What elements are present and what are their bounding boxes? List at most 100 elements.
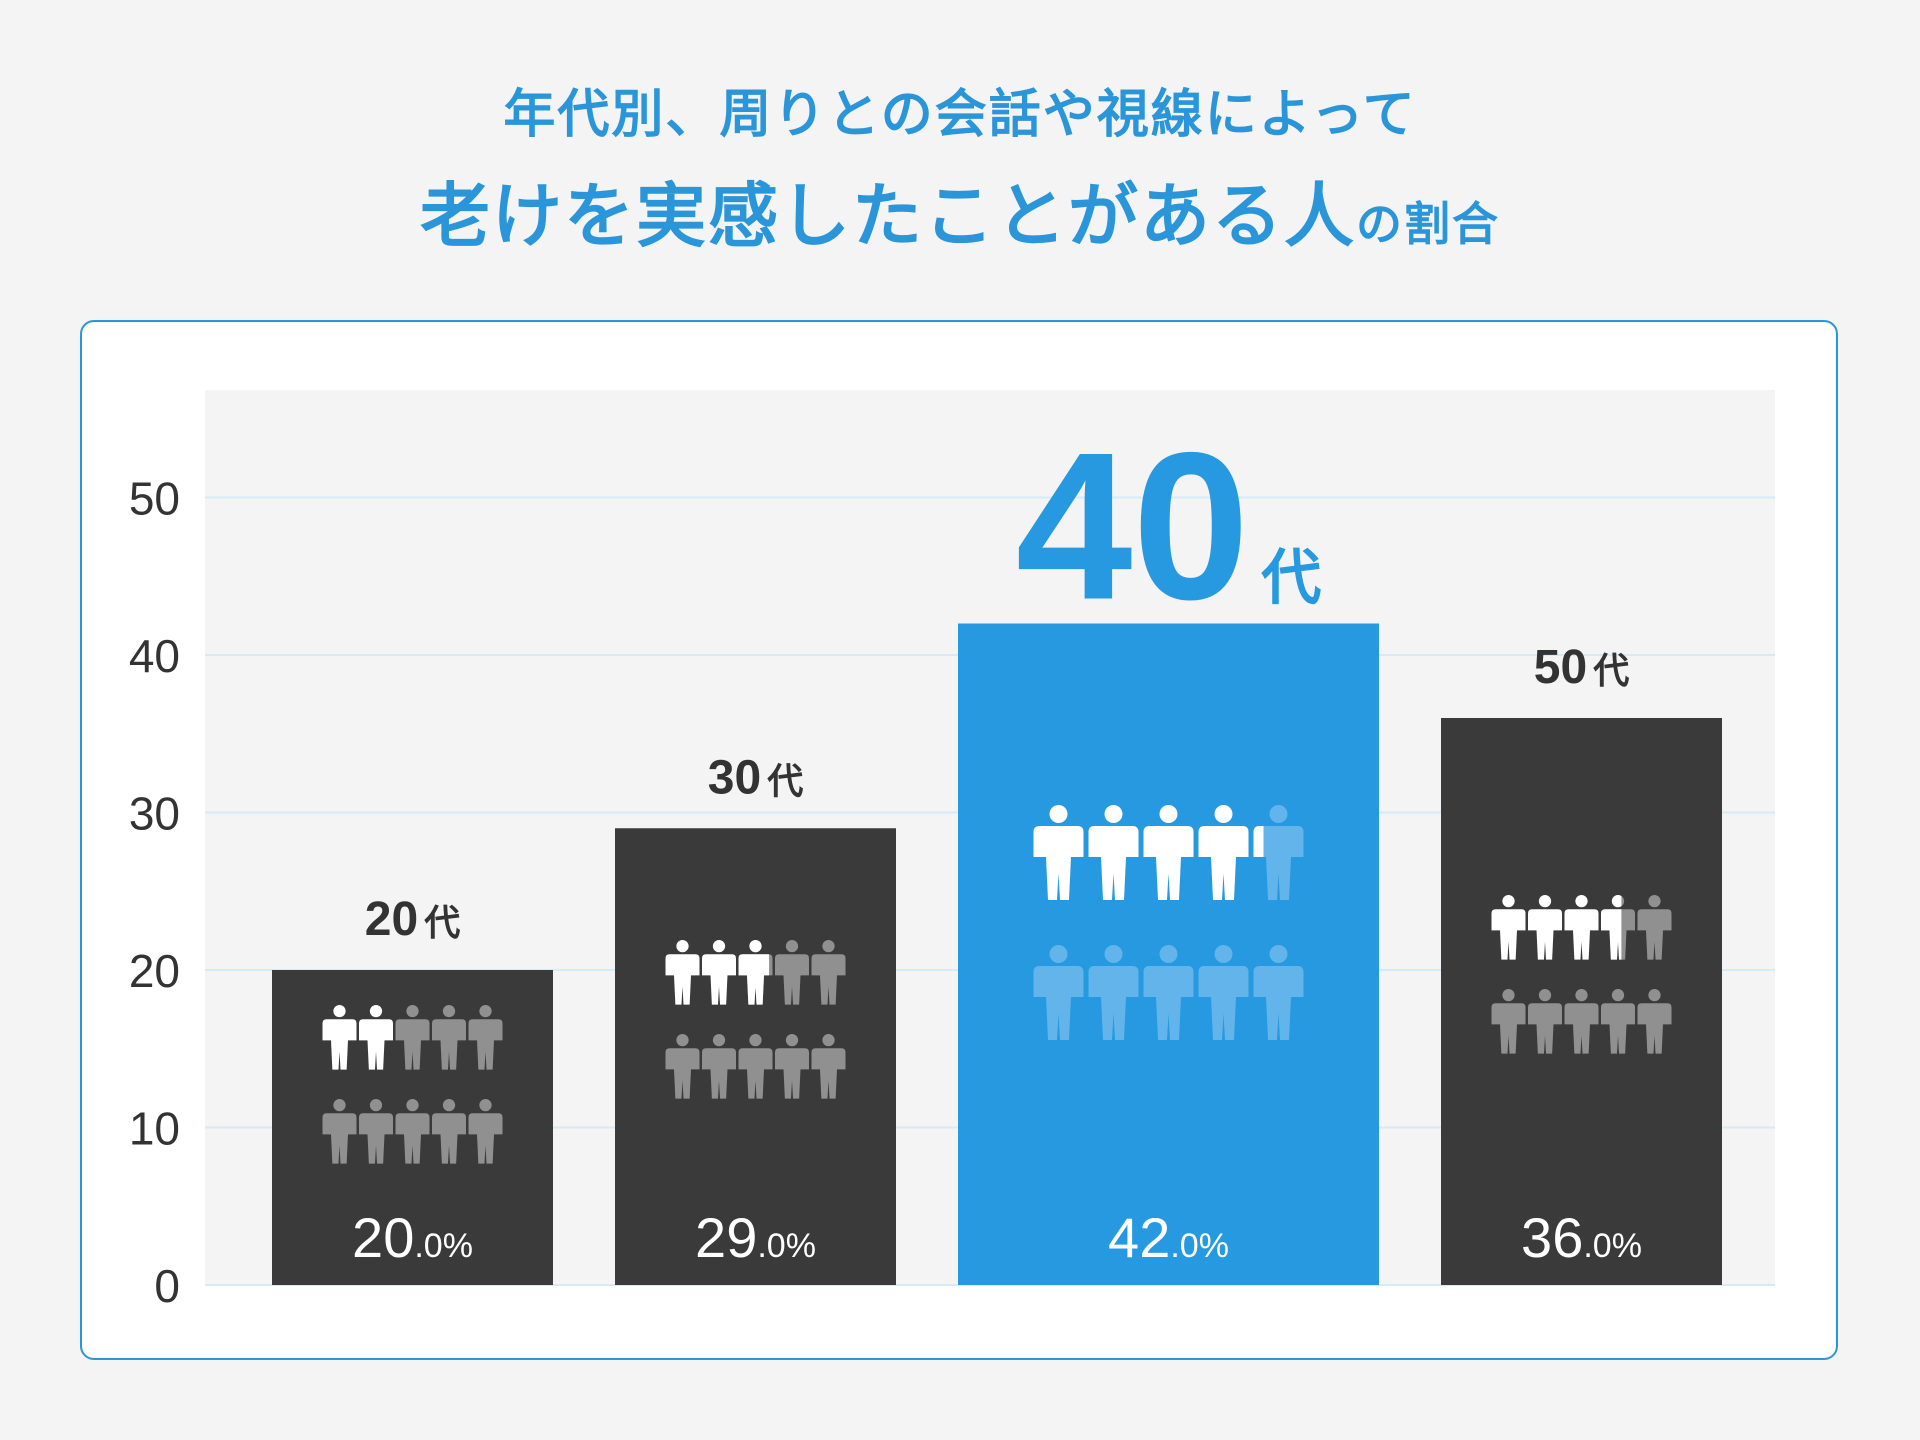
category-suffix: 代 (1592, 650, 1629, 691)
person-head (406, 1099, 419, 1112)
person-head (676, 940, 689, 953)
person-icon-empty (811, 1034, 846, 1099)
y-tick-label: 30 (129, 788, 180, 840)
person-icon-empty (811, 940, 846, 1005)
person-icon-empty (1253, 805, 1304, 900)
person-head (1214, 805, 1233, 823)
person-icon-empty (1491, 989, 1526, 1054)
person-head (822, 1034, 835, 1047)
person-body (665, 954, 700, 1005)
person-icon-empty (775, 940, 809, 1005)
person-body (1253, 966, 1304, 1040)
y-tick-label: 10 (129, 1103, 180, 1155)
person-body (1601, 1003, 1635, 1054)
category-suffix: 代 (423, 902, 460, 943)
category-suffix: 代 (766, 760, 803, 801)
icon-grid (1033, 805, 1304, 1040)
person-body (665, 1048, 700, 1099)
person-head (1575, 989, 1588, 1002)
category-label: 50 代 (1534, 641, 1629, 694)
person-body (1198, 966, 1249, 1040)
person-body (359, 1019, 393, 1070)
person-head (369, 1005, 383, 1018)
person-body (322, 1019, 357, 1070)
person-icon-filled (1033, 805, 1084, 900)
person-body (1253, 826, 1304, 900)
value-decimal: .0% (414, 1227, 473, 1265)
person-icon-filled (1564, 895, 1599, 960)
chart-title-suffix: の割合 (1356, 197, 1500, 251)
person-body (1637, 909, 1672, 960)
person-body (738, 1048, 773, 1099)
person-body (1564, 909, 1599, 960)
person-body (1198, 826, 1249, 900)
person-body (1253, 826, 1264, 857)
person-head (479, 1005, 492, 1018)
person-head (1648, 895, 1661, 908)
person-body (1088, 966, 1139, 1040)
y-tick-label: 40 (129, 630, 180, 682)
person-body (1088, 826, 1139, 900)
person-body (468, 1113, 503, 1164)
person-head (1049, 805, 1068, 823)
person-icon-partial-fill (738, 940, 770, 1005)
person-icon-empty (1088, 945, 1139, 1040)
person-icon-empty (359, 1099, 393, 1164)
person-body (1491, 1003, 1526, 1054)
person-head (1502, 989, 1515, 1002)
person-icon-filled (322, 1005, 357, 1070)
value-integer: 42 (1108, 1206, 1170, 1269)
person-head (1538, 895, 1552, 908)
person-head (442, 1099, 456, 1112)
person-body (1637, 1003, 1672, 1054)
person-icon-filled (1491, 895, 1526, 960)
person-body (1033, 966, 1084, 1040)
person-head (1159, 945, 1178, 963)
person-body (395, 1019, 430, 1070)
person-head (1269, 945, 1288, 963)
person-head (1538, 989, 1552, 1002)
category-label: 30 代 (708, 751, 803, 804)
person-icon-empty (1143, 945, 1194, 1040)
person-head (442, 1005, 456, 1018)
person-body (468, 1019, 503, 1070)
person-icon-empty (1601, 989, 1635, 1054)
value-decimal: .0% (1583, 1227, 1642, 1265)
person-head (749, 940, 762, 953)
person-body (1528, 909, 1562, 960)
person-icon-empty (432, 1099, 466, 1164)
person-head (1648, 989, 1661, 1002)
category-number: 40 (1016, 409, 1250, 644)
person-head (822, 940, 835, 953)
bar-50代 (1441, 718, 1722, 1285)
person-body (359, 1113, 393, 1164)
chart-title-line1: 年代別、周りとの会話や視線によって (503, 85, 1417, 145)
person-icon-filled (702, 940, 736, 1005)
value-integer: 20 (352, 1206, 414, 1269)
person-icon-filled (665, 940, 700, 1005)
person-icon-empty (1528, 989, 1562, 1054)
person-icon-empty (468, 1099, 503, 1164)
person-body (702, 954, 736, 1005)
value-label: 20.0% (352, 1206, 473, 1269)
person-body (1143, 966, 1194, 1040)
person-icon-empty (775, 1034, 809, 1099)
person-head (333, 1005, 346, 1018)
person-head (1611, 989, 1625, 1002)
category-number: 30 (708, 751, 761, 804)
person-head (406, 1005, 419, 1018)
person-icon-empty (1253, 945, 1304, 1040)
person-body (775, 1048, 809, 1099)
person-body (432, 1019, 466, 1070)
person-head (676, 1034, 689, 1047)
icon-grid (1491, 895, 1672, 1054)
person-icon-empty (1637, 989, 1672, 1054)
person-head (1214, 945, 1233, 963)
icon-grid (322, 1005, 503, 1164)
person-head (785, 940, 799, 953)
person-head (785, 1034, 799, 1047)
person-icon-partial (738, 940, 770, 1005)
person-head (712, 1034, 726, 1047)
person-head (1104, 805, 1123, 823)
